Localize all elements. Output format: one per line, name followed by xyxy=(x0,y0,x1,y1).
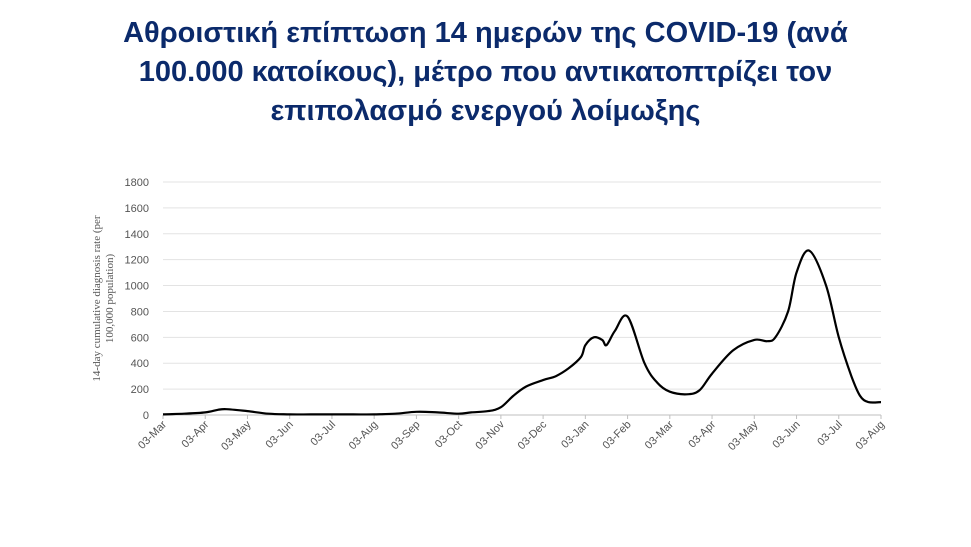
x-tick-label: 03-Feb xyxy=(601,419,634,452)
y-tick-labels: 0 200 400 600 800 1000 1200 1400 1600 1800 xyxy=(125,177,149,422)
title-line-3: επιπολασμό ενεργού λοίμωξης xyxy=(270,95,701,127)
y-tick-label: 1000 xyxy=(125,281,149,293)
x-tick-labels: 03-Mar 03-Apr 03-May 03-Jun 03-Jul 03-Aug 03-S… xyxy=(136,415,887,453)
x-tick-label: 03-Dec xyxy=(516,418,550,452)
x-tick-label: 03-May xyxy=(726,418,761,453)
x-tick-label: 03-Nov xyxy=(473,418,507,452)
x-tick-label: 03-Aug xyxy=(347,419,381,453)
y-tick-label: 1800 xyxy=(125,177,149,189)
y-tick-label: 1200 xyxy=(125,255,149,267)
x-tick-label: 03-Sep xyxy=(389,419,423,453)
page-title: Αθροιστική επίπτωση 14 ημερών της COVID-… xyxy=(0,14,971,131)
x-tick-label: 03-Apr xyxy=(686,418,718,450)
y-tick-label: 0 xyxy=(143,410,149,422)
x-tick-label: 03-Jul xyxy=(815,419,845,449)
y-tick-label: 600 xyxy=(131,332,149,344)
x-tick-label: 03-Mar xyxy=(136,418,169,451)
x-tick-label: 03-Jul xyxy=(308,419,338,449)
series-line xyxy=(162,249,882,416)
y-tick-label: 400 xyxy=(131,358,149,370)
grid-lines xyxy=(163,181,881,416)
x-tick-label: 03-Aug xyxy=(854,419,888,453)
y-tick-label: 200 xyxy=(131,384,149,396)
y-tick-label: 1400 xyxy=(125,229,149,241)
x-tick-label: 03-Apr xyxy=(180,418,212,450)
y-tick-label: 1600 xyxy=(125,203,149,215)
x-tick-label: 03-Jan xyxy=(559,419,591,451)
x-tick-label: 03-Jun xyxy=(264,419,296,451)
title-line-2: 100.000 κατοίκους), μέτρο που αντικατοπτ… xyxy=(138,56,833,88)
x-tick-label: 03-May xyxy=(219,418,254,453)
x-tick-label: 03-Jun xyxy=(770,419,802,451)
y-axis-label-line-2: 100,000 population) xyxy=(104,254,116,344)
x-tick-label: 03-Mar xyxy=(643,418,676,451)
y-axis-label: 14-day cumulative diagnosis rate (per 100… xyxy=(91,215,116,382)
y-axis-label-line-1: 14-day cumulative diagnosis rate (per xyxy=(91,215,103,382)
title-line-1: Αθροιστική επίπτωση 14 ημερών της COVID-… xyxy=(123,17,848,49)
x-tick-label: 03-Oct xyxy=(433,419,465,451)
y-tick-label: 800 xyxy=(131,306,149,318)
